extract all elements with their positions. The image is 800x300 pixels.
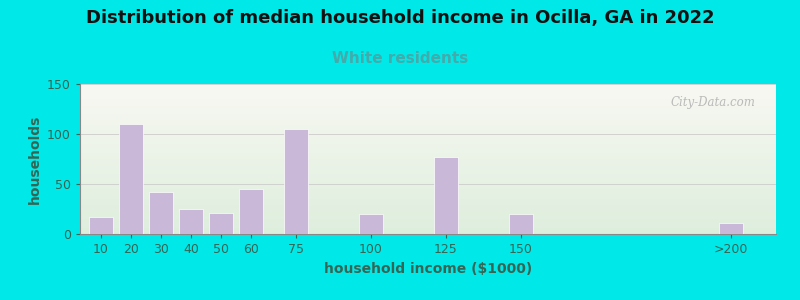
Text: Distribution of median household income in Ocilla, GA in 2022: Distribution of median household income … <box>86 9 714 27</box>
Y-axis label: households: households <box>27 114 42 204</box>
Bar <box>509 214 533 234</box>
X-axis label: household income ($1000): household income ($1000) <box>324 262 532 276</box>
Bar <box>239 189 263 234</box>
Text: White residents: White residents <box>332 51 468 66</box>
Bar <box>89 217 113 234</box>
Bar <box>179 209 203 234</box>
Text: City-Data.com: City-Data.com <box>670 96 755 109</box>
Bar <box>719 223 743 234</box>
Bar <box>359 214 383 234</box>
Bar <box>209 213 233 234</box>
Bar <box>284 129 308 234</box>
Bar <box>149 192 173 234</box>
Bar <box>119 124 143 234</box>
Bar <box>434 157 458 234</box>
